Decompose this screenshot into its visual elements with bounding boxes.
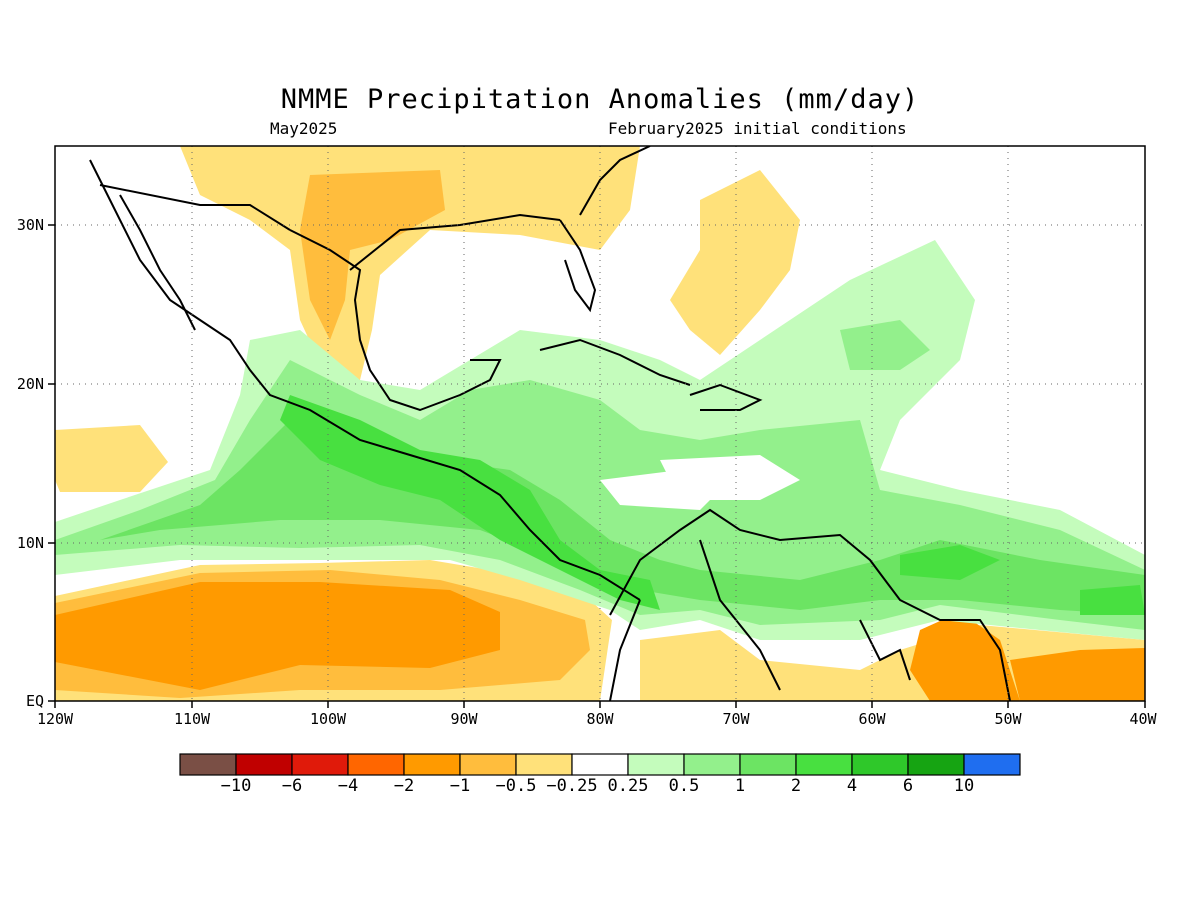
colorbar xyxy=(179,753,1021,776)
lon-label-90w: 90W xyxy=(450,710,478,728)
colorbar-swatch xyxy=(179,753,237,776)
anomaly-dry-guiana-core xyxy=(910,612,1020,701)
coastline-south-america-north xyxy=(609,508,1011,701)
coastline-us-east xyxy=(579,146,651,216)
anomaly-dry-pacific-strong xyxy=(55,582,500,690)
border-us-mexico xyxy=(99,184,291,231)
lon-label-100w: 100W xyxy=(309,710,347,728)
coastlines xyxy=(89,146,1011,701)
coastline-cuba xyxy=(539,338,691,386)
lon-label-110w: 110W xyxy=(173,710,211,728)
anomaly-dry-east-pacific-patch xyxy=(55,425,168,492)
anomaly-dry-atlantic-tongue xyxy=(670,170,800,355)
coastline-hispaniola xyxy=(689,383,763,411)
colorbar-tick-label: 0.5 xyxy=(668,776,700,796)
colorbar-swatch xyxy=(235,753,293,776)
lat-label-eq: EQ xyxy=(25,692,44,710)
colorbar-tick-label: 1 xyxy=(734,776,746,796)
lon-label-60w: 60W xyxy=(858,710,886,728)
colorbar-swatch xyxy=(907,753,965,776)
colorbar-swatch xyxy=(515,753,573,776)
colorbar-tick-label: −6 xyxy=(281,776,303,796)
coastline-florida xyxy=(559,219,597,313)
anomaly-wet-central-america xyxy=(280,395,660,610)
coastline-gulf-north xyxy=(349,213,561,271)
lon-label-120w: 120W xyxy=(36,710,74,728)
lat-label-20n: 20N xyxy=(16,375,44,393)
colorbar-tick-label: −1 xyxy=(449,776,471,796)
init-conditions-label: February2025 initial conditions xyxy=(608,119,907,138)
axis-ticks xyxy=(48,224,1146,708)
anomaly-wet-atlantic-patch xyxy=(840,320,930,370)
coastline-baja xyxy=(119,194,196,331)
anomaly-dry-texas-core xyxy=(300,170,445,340)
colorbar-tick-label: 4 xyxy=(846,776,858,796)
colorbar-tick-label: 2 xyxy=(790,776,802,796)
target-month-label: May2025 xyxy=(270,119,338,138)
lon-label-80w: 80W xyxy=(586,710,614,728)
colorbar-tick-label: −4 xyxy=(337,776,359,796)
colorbar-tick-label: −2 xyxy=(393,776,415,796)
colorbar-swatch xyxy=(403,753,461,776)
map-title: NMME Precipitation Anomalies (mm/day) xyxy=(280,84,920,115)
coastline-mexico-pacific xyxy=(89,159,641,601)
colorbar-swatch xyxy=(347,753,405,776)
colorbar-swatch xyxy=(739,753,797,776)
lat-label-30n: 30N xyxy=(16,216,44,234)
colorbar-swatch xyxy=(851,753,909,776)
anomaly-dry-atlantic-equatorial xyxy=(1010,648,1145,701)
colorbar-swatch xyxy=(795,753,853,776)
coastline-south-america-west xyxy=(609,599,641,701)
colorbar-swatch xyxy=(963,753,1021,776)
border-venezuela-colombia xyxy=(699,539,781,691)
colorbar-swatch xyxy=(571,753,629,776)
anomaly-wet-atlantic-core xyxy=(900,545,1145,615)
lon-label-70w: 70W xyxy=(722,710,750,728)
anomaly-dry-mexico-texas xyxy=(180,146,640,385)
colorbar-tick-label: 0.25 xyxy=(607,776,649,796)
colorbar-swatch xyxy=(291,753,349,776)
colorbar-tick-label: 6 xyxy=(902,776,914,796)
anomaly-wet-dry-hole-caribbean xyxy=(600,455,800,510)
colorbar-swatch xyxy=(627,753,685,776)
colorbar-tick-label: −0.25 xyxy=(546,776,598,796)
lon-label-50w: 50W xyxy=(994,710,1022,728)
lon-label-40w: 40W xyxy=(1129,710,1157,728)
border-guyana xyxy=(859,619,911,681)
colorbar-tick-label: 10 xyxy=(953,776,975,796)
lat-label-10n: 10N xyxy=(16,534,44,552)
colorbar-swatch xyxy=(459,753,517,776)
colorbar-tick-label: −10 xyxy=(220,776,252,796)
colorbar-swatch xyxy=(683,753,741,776)
anomaly-field xyxy=(55,146,1145,701)
colorbar-tick-label: −0.5 xyxy=(495,776,537,796)
gridlines xyxy=(55,146,1145,701)
